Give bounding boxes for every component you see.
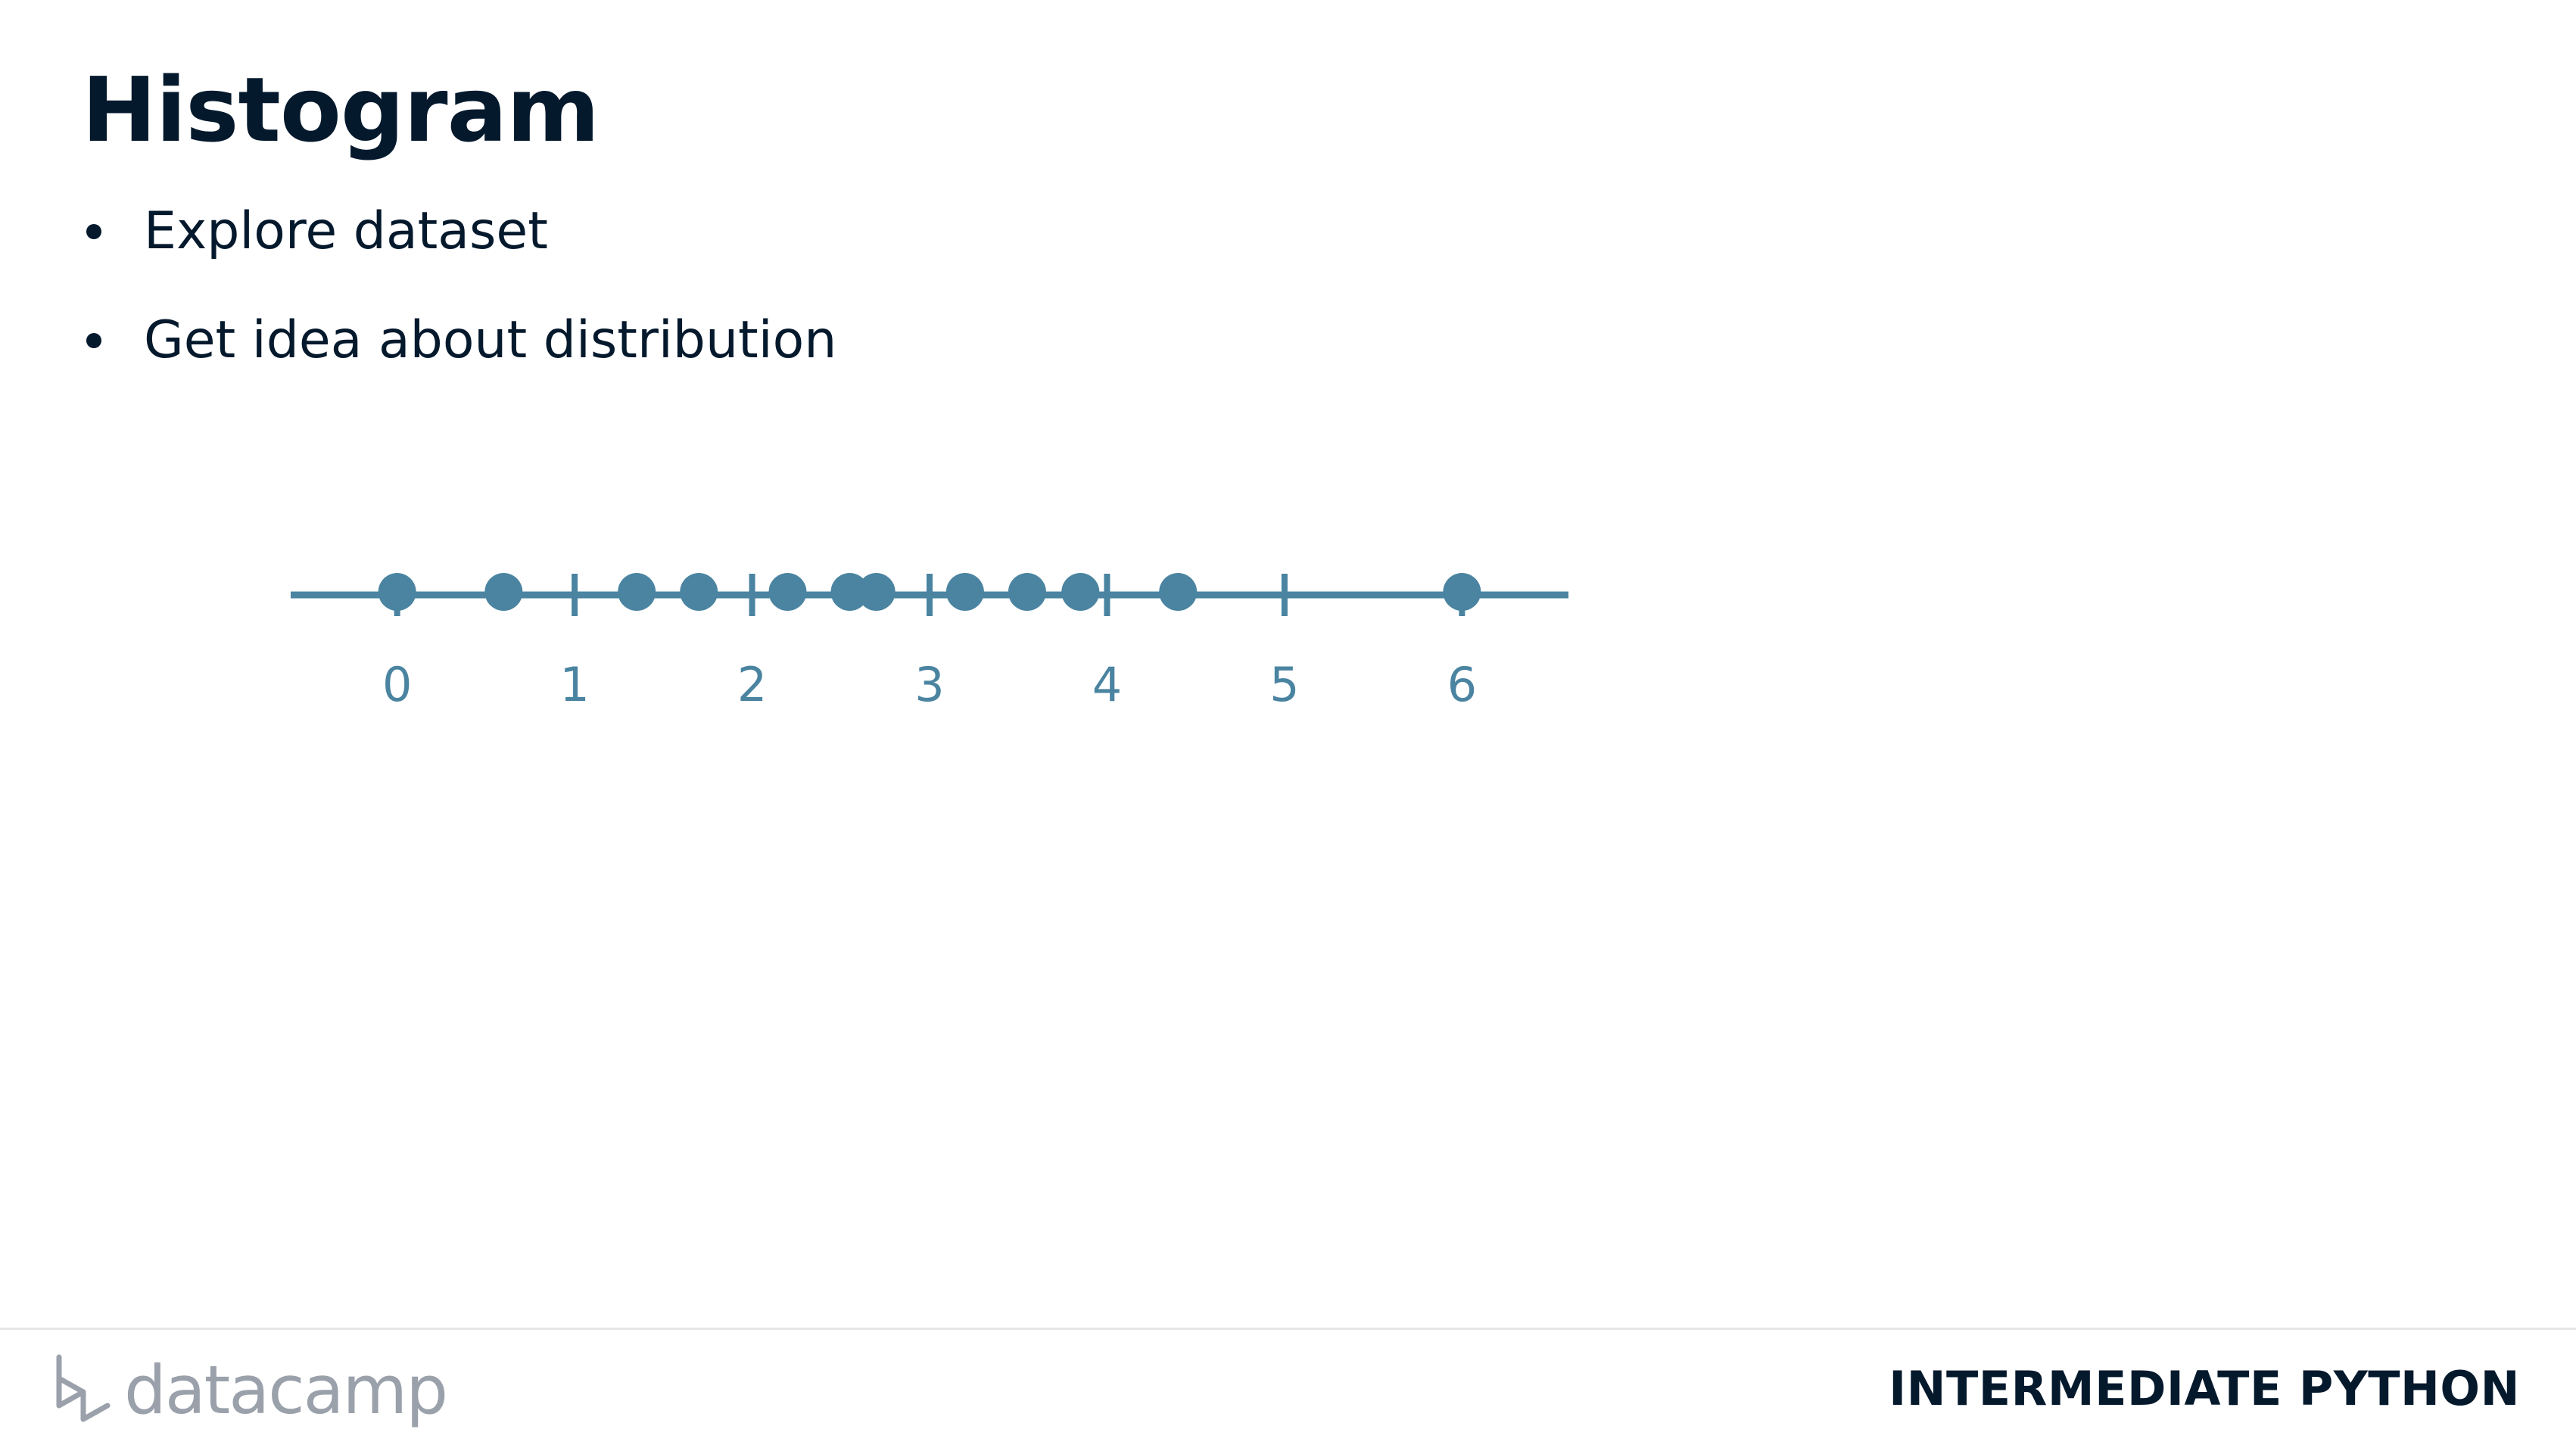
bullet-list: Explore dataset Get idea about distribut… xyxy=(82,189,836,407)
x-tick-label: 0 xyxy=(382,657,412,712)
bullet-item: Get idea about distribution xyxy=(82,298,836,383)
bullet-text: Get idea about distribution xyxy=(144,310,837,370)
data-point xyxy=(857,573,896,611)
data-point xyxy=(1443,573,1481,611)
x-tick-label: 5 xyxy=(1269,657,1299,712)
bullet-text: Explore dataset xyxy=(144,201,548,261)
footer-divider xyxy=(0,1328,2576,1330)
data-point xyxy=(680,573,718,611)
strip-plot: 0 1 2 3 4 5 6 xyxy=(291,573,1568,712)
data-point xyxy=(1159,573,1198,611)
x-tick-label: 6 xyxy=(1447,657,1477,712)
x-tick-label: 2 xyxy=(737,657,767,712)
x-tick-label: 3 xyxy=(914,657,944,712)
data-point xyxy=(945,573,984,611)
bullet-dot-icon xyxy=(86,333,101,348)
data-point xyxy=(484,573,523,611)
x-tick-label: 1 xyxy=(559,657,589,712)
bullet-dot-icon xyxy=(86,224,101,239)
x-tick-label: 4 xyxy=(1092,657,1122,712)
brand-name: datacamp xyxy=(124,1351,448,1429)
data-point xyxy=(1008,573,1046,611)
data-point xyxy=(618,573,656,611)
course-name: INTERMEDIATE PYTHON xyxy=(1889,1361,2520,1416)
datacamp-logo: datacamp xyxy=(53,1349,448,1432)
data-point xyxy=(1061,573,1100,611)
data-point xyxy=(378,573,416,611)
data-point xyxy=(830,573,869,611)
bullet-item: Explore dataset xyxy=(82,189,836,274)
data-point xyxy=(768,573,807,611)
datacamp-mark-icon xyxy=(56,1354,111,1422)
slide-title: Histogram xyxy=(82,58,600,162)
